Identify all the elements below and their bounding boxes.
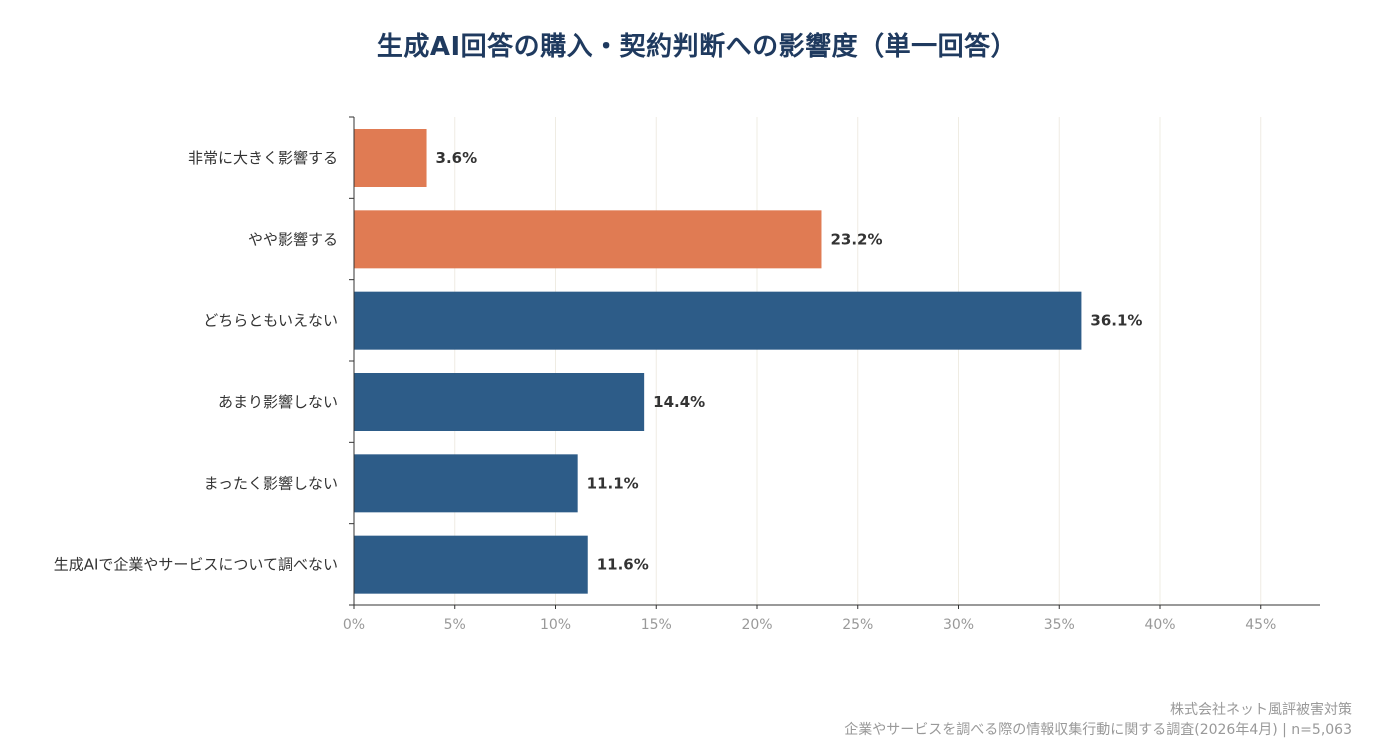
value-label-1: 23.2% (830, 230, 882, 248)
category-label-0: 非常に大きく影響する (188, 149, 338, 167)
source-company: 株式会社ネット風評被害対策 (1170, 702, 1352, 718)
source-survey: 企業やサービスを調べる際の情報収集行動に関する調査(2026年4月) | n=5… (844, 722, 1352, 738)
value-label-3: 14.4% (653, 393, 705, 411)
x-tick-label-0: 0% (343, 617, 365, 633)
value-label-2: 36.1% (1090, 312, 1142, 330)
x-tick-label-5: 5% (444, 617, 466, 633)
x-tick-label-25: 25% (842, 617, 873, 633)
bar-chart: 3.6% 非常に大きく影響する 23.2% やや影響する 36.1% どちらともいえない 1… (54, 116, 1320, 633)
bar-3 (354, 373, 645, 431)
x-tick-label-15: 15% (641, 617, 672, 633)
bar-4 (354, 454, 578, 513)
bar-5 (354, 535, 588, 594)
x-tick-label-30: 30% (943, 617, 974, 633)
value-label-0: 3.6% (436, 149, 478, 167)
value-label-5: 11.6% (597, 556, 649, 574)
value-label-4: 11.1% (587, 474, 639, 492)
x-tick-label-35: 35% (1044, 617, 1075, 633)
bar-0 (354, 129, 427, 187)
chart-title: 生成AI回答の購入・契約判断への影響度（単一回答） (376, 32, 1018, 62)
bar-2 (354, 291, 1082, 350)
category-label-5: 生成AIで企業やサービスについて調べない (54, 556, 338, 574)
x-tick-label-10: 10% (540, 617, 571, 633)
bar-1 (354, 210, 822, 269)
category-label-4: まったく影響しない (204, 474, 338, 492)
category-label-2: どちらともいえない (203, 312, 338, 330)
category-label-1: やや影響する (248, 230, 338, 248)
x-tick-label-40: 40% (1144, 617, 1175, 633)
x-tick-label-20: 20% (741, 617, 772, 633)
x-tick-label-45: 45% (1245, 617, 1276, 633)
category-label-3: あまり影響しない (218, 393, 338, 411)
